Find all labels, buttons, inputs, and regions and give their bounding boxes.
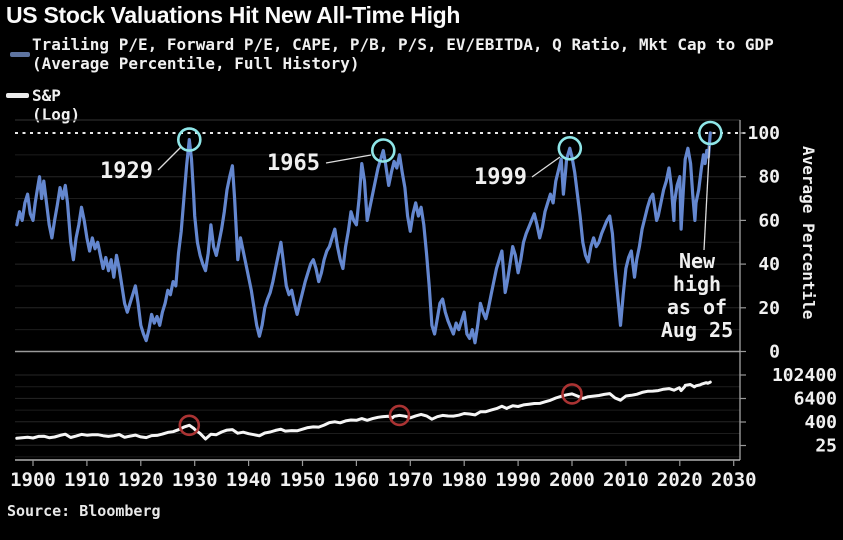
annotation-year-label: 1965 <box>267 151 320 176</box>
annotation-pointer-line <box>703 145 711 251</box>
sp-tick-label: 25 <box>815 436 837 457</box>
legend-valuations-line1: Trailing P/E, Forward P/E, CAPE, P/B, P/… <box>32 35 774 54</box>
percentile-tick-label: 60 <box>758 210 780 231</box>
x-tick-label: 2030 <box>711 469 757 491</box>
valuation-peak-marker <box>370 138 396 163</box>
sp-log-line <box>15 380 712 441</box>
x-tick-label: 1920 <box>118 469 164 491</box>
x-tick-label: 1990 <box>495 469 541 491</box>
percentile-tick-label: 0 <box>769 342 780 363</box>
annotation-pointer-line <box>531 156 561 178</box>
annotation-new-high: New high as of Aug 25 <box>661 249 733 342</box>
legend-item-valuations: Trailing P/E, Forward P/E, CAPE, P/B, P/… <box>32 35 822 73</box>
annotation-year-label: 1999 <box>474 165 527 190</box>
sp-peak-marker <box>388 404 411 427</box>
x-tick-label: 1980 <box>441 469 487 491</box>
valuation-peak-marker <box>697 120 723 146</box>
annotation-pointer-line <box>325 154 372 164</box>
x-tick-label: 1960 <box>334 469 380 491</box>
percentile-tick-label: 40 <box>758 254 780 275</box>
percentile-tick-label: 100 <box>747 123 780 144</box>
valuation-percentile-line <box>15 131 712 345</box>
sp-tick-label: 6400 <box>794 389 837 410</box>
annotation-year-label: 1929 <box>100 159 153 184</box>
source-label: Source: Bloomberg <box>7 502 161 520</box>
legend-item-sp: S&P (Log) <box>32 86 81 124</box>
sp-tick-label: 102400 <box>772 365 837 386</box>
x-tick-label: 1940 <box>226 469 272 491</box>
annotation-pointer-line <box>157 146 182 171</box>
x-tick-label: 1970 <box>387 469 433 491</box>
legend-swatch-sp-icon <box>6 93 29 98</box>
valuation-peak-marker <box>557 136 583 161</box>
x-tick-label: 1900 <box>10 469 56 491</box>
y-axis-title: Average Percentile <box>799 146 818 319</box>
valuation-peak-marker <box>177 127 202 152</box>
sp-peak-marker <box>178 414 201 437</box>
x-tick-label: 1910 <box>64 469 110 491</box>
x-tick-label: 2000 <box>549 469 595 491</box>
x-tick-label: 1930 <box>172 469 218 491</box>
x-tick-label: 2020 <box>657 469 703 491</box>
sp-peak-marker <box>561 383 583 405</box>
legend-valuations-line2: (Average Percentile, Full History) <box>32 53 360 73</box>
x-tick-label: 2010 <box>603 469 649 491</box>
sp-tick-label: 400 <box>804 412 837 433</box>
page-title: US Stock Valuations Hit New All-Time Hig… <box>6 2 461 28</box>
legend-swatch-valuations-icon <box>10 52 30 57</box>
percentile-tick-label: 20 <box>758 298 780 319</box>
x-tick-label: 1950 <box>280 469 326 491</box>
percentile-tick-label: 80 <box>758 167 780 188</box>
